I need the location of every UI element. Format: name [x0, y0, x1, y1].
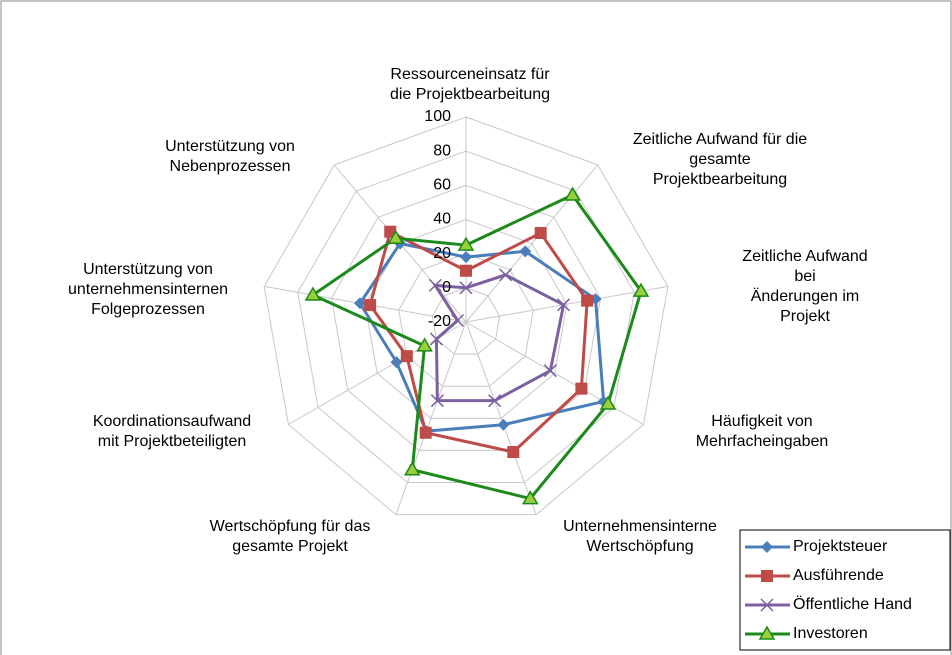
- marker: [499, 268, 513, 282]
- marker: [457, 236, 475, 251]
- marker: [632, 282, 650, 297]
- marker: [460, 251, 472, 264]
- marker: [581, 294, 594, 307]
- y-tick-label: 40: [433, 211, 451, 228]
- category-label: Zeitliche Aufwand bei Änderungen im Proj…: [742, 248, 868, 325]
- category-label: Unterstützung von unternehmensinternen F…: [67, 261, 229, 318]
- marker: [758, 625, 776, 640]
- y-tick-label: 100: [424, 108, 451, 125]
- marker: [534, 227, 547, 240]
- marker: [429, 332, 443, 346]
- spoke: [465, 321, 537, 515]
- category-label: Unternehmensinterne Wertschöpfung: [563, 518, 717, 555]
- marker: [400, 350, 413, 363]
- marker: [403, 461, 421, 476]
- marker: [557, 298, 571, 312]
- legend-label: Projektsteuer: [793, 538, 888, 555]
- marker: [459, 281, 473, 295]
- marker: [761, 541, 773, 553]
- marker: [430, 394, 444, 408]
- marker: [507, 446, 520, 459]
- marker: [488, 394, 502, 408]
- marker: [497, 418, 510, 431]
- marker: [460, 264, 472, 277]
- series-line: [432, 273, 566, 403]
- marker: [354, 297, 367, 310]
- legend-marker: [760, 598, 774, 612]
- y-tick-label: 20: [433, 245, 451, 262]
- marker: [387, 229, 405, 244]
- grid-line: [263, 116, 669, 516]
- marker: [428, 278, 442, 292]
- legend-marker: [758, 625, 776, 640]
- marker: [451, 313, 465, 328]
- legend-box: [739, 529, 951, 651]
- marker: [364, 299, 377, 312]
- grid-line: [398, 253, 534, 387]
- spoke: [395, 321, 467, 515]
- y-tick-label: 0: [442, 279, 451, 296]
- category-label: Koordinationsaufwand mit Projektbeteilig…: [92, 413, 252, 450]
- marker: [521, 490, 539, 505]
- spoke: [465, 164, 599, 323]
- legend-label: Investoren: [793, 625, 868, 642]
- series-line: [368, 229, 589, 454]
- marker: [761, 570, 773, 582]
- marker: [575, 382, 588, 395]
- marker: [390, 356, 403, 369]
- series-line: [309, 193, 643, 501]
- grid-line: [431, 287, 501, 355]
- legend-marker: [761, 541, 773, 553]
- y-tick-label: 60: [433, 177, 451, 194]
- legend-label: Öffentliche Hand: [793, 595, 912, 613]
- marker: [416, 337, 433, 352]
- grid-line: [364, 218, 568, 419]
- marker: [519, 245, 532, 258]
- y-tick-label: -20: [428, 313, 451, 330]
- marker: [564, 186, 581, 201]
- category-label: Zeitliche Aufwand für die gesamte Projek…: [632, 131, 808, 188]
- marker: [599, 395, 617, 410]
- category-label: Ressourceneinsatz für die Projektbearbei…: [389, 66, 551, 103]
- grid-line: [330, 184, 602, 451]
- legend-marker: [761, 570, 773, 582]
- category-label: Unterstützung von Nebenprozessen: [165, 138, 295, 175]
- marker: [543, 364, 557, 378]
- legend-label: Ausführende: [793, 567, 884, 584]
- marker: [419, 426, 432, 439]
- spoke: [465, 285, 668, 323]
- marker: [304, 286, 322, 301]
- category-label: Häufigkeit von Mehrfacheingaben: [695, 413, 829, 450]
- marker: [760, 598, 774, 612]
- y-tick-label: 80: [433, 142, 451, 159]
- category-label: Wertschöpfung für das gesamte Projekt: [209, 518, 371, 555]
